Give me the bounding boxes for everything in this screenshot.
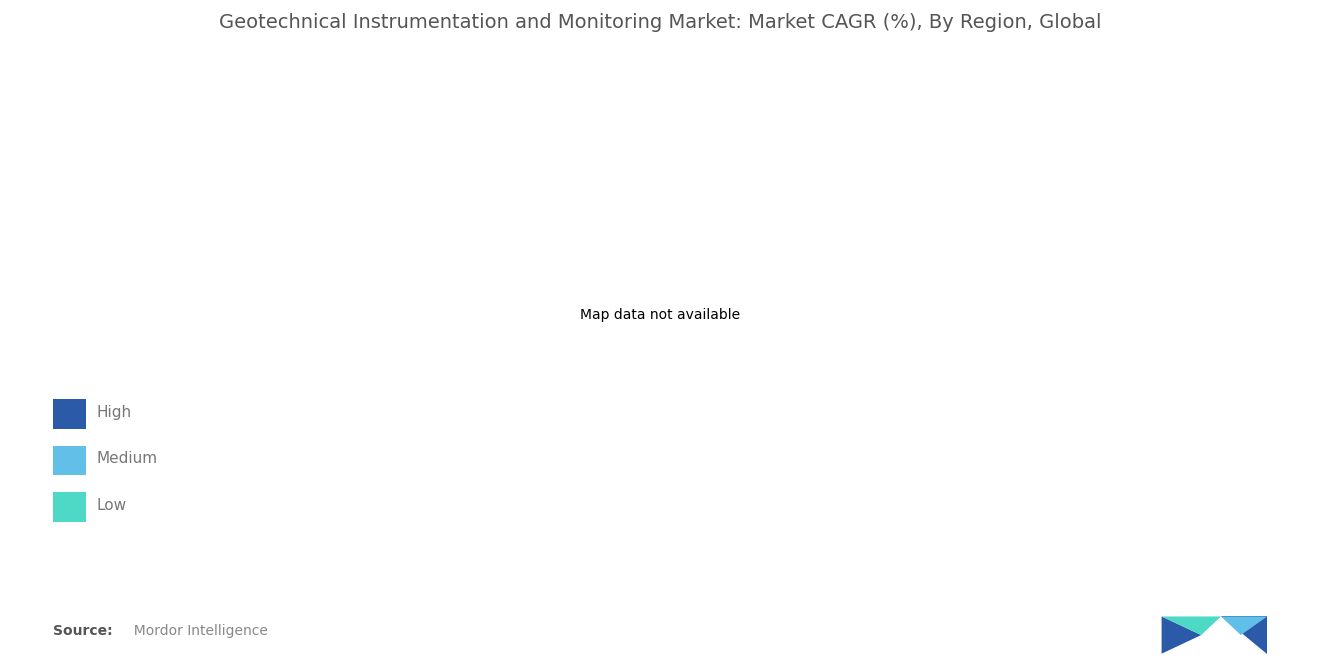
Text: Mordor Intelligence: Mordor Intelligence [125, 624, 268, 638]
Text: Map data not available: Map data not available [579, 308, 741, 323]
Text: Medium: Medium [96, 452, 157, 466]
Text: Geotechnical Instrumentation and Monitoring Market: Market CAGR (%), By Region, : Geotechnical Instrumentation and Monitor… [219, 13, 1101, 33]
Text: Source:: Source: [53, 624, 112, 638]
Text: High: High [96, 405, 132, 420]
Text: Low: Low [96, 498, 127, 513]
